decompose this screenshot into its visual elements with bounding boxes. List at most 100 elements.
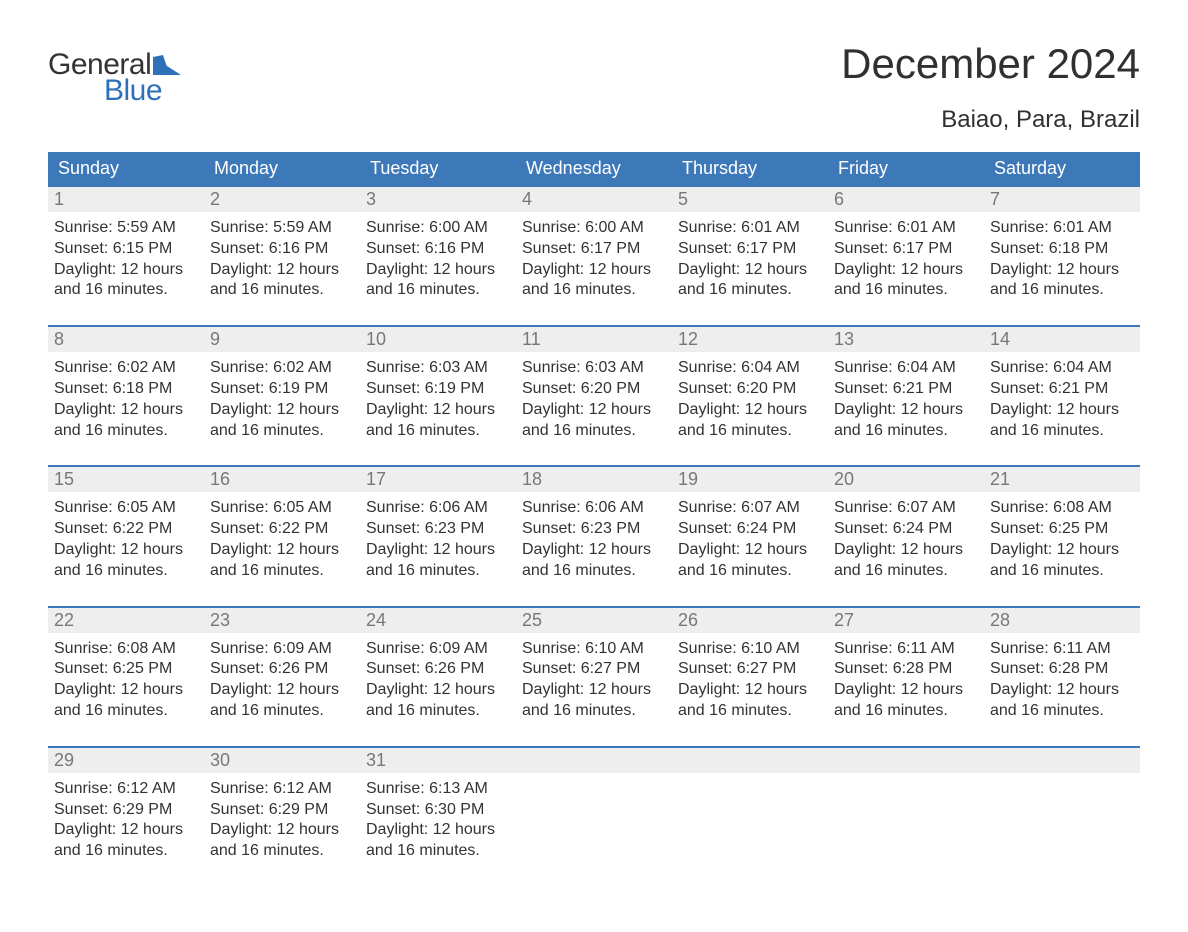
- weeks-container: 1Sunrise: 5:59 AMSunset: 6:15 PMDaylight…: [48, 185, 1140, 872]
- daylight-line: Daylight: 12 hours and 16 minutes.: [678, 400, 820, 442]
- sunrise-line: Sunrise: 5:59 AM: [210, 218, 352, 239]
- day-cell: 30Sunrise: 6:12 AMSunset: 6:29 PMDayligh…: [204, 748, 360, 872]
- daylight-line: Daylight: 12 hours and 16 minutes.: [522, 400, 664, 442]
- day-number: 23: [204, 608, 360, 633]
- day-cell: 26Sunrise: 6:10 AMSunset: 6:27 PMDayligh…: [672, 608, 828, 732]
- day-body: Sunrise: 6:04 AMSunset: 6:21 PMDaylight:…: [828, 352, 984, 451]
- sunrise-line: Sunrise: 6:04 AM: [678, 358, 820, 379]
- weekday-header: Thursday: [672, 152, 828, 185]
- day-cell: 29Sunrise: 6:12 AMSunset: 6:29 PMDayligh…: [48, 748, 204, 872]
- sunset-line: Sunset: 6:21 PM: [834, 379, 976, 400]
- daylight-line: Daylight: 12 hours and 16 minutes.: [54, 820, 196, 862]
- day-cell: 2Sunrise: 5:59 AMSunset: 6:16 PMDaylight…: [204, 187, 360, 311]
- sunset-line: Sunset: 6:17 PM: [678, 239, 820, 260]
- sunrise-line: Sunrise: 6:06 AM: [366, 498, 508, 519]
- sunrise-line: Sunrise: 6:03 AM: [522, 358, 664, 379]
- day-number: 28: [984, 608, 1140, 633]
- sunset-line: Sunset: 6:28 PM: [990, 659, 1132, 680]
- daylight-line: Daylight: 12 hours and 16 minutes.: [366, 540, 508, 582]
- sunrise-line: Sunrise: 6:08 AM: [54, 639, 196, 660]
- day-body: Sunrise: 5:59 AMSunset: 6:15 PMDaylight:…: [48, 212, 204, 311]
- sunset-line: Sunset: 6:30 PM: [366, 800, 508, 821]
- sunset-line: Sunset: 6:16 PM: [366, 239, 508, 260]
- day-cell: 28Sunrise: 6:11 AMSunset: 6:28 PMDayligh…: [984, 608, 1140, 732]
- daylight-line: Daylight: 12 hours and 16 minutes.: [834, 680, 976, 722]
- day-number: 1: [48, 187, 204, 212]
- weekday-header: Monday: [204, 152, 360, 185]
- day-number: 19: [672, 467, 828, 492]
- daylight-line: Daylight: 12 hours and 16 minutes.: [210, 680, 352, 722]
- sunrise-line: Sunrise: 6:10 AM: [522, 639, 664, 660]
- heading: December 2024 Baiao, Para, Brazil: [841, 40, 1140, 134]
- sunrise-line: Sunrise: 6:01 AM: [678, 218, 820, 239]
- day-cell: 15Sunrise: 6:05 AMSunset: 6:22 PMDayligh…: [48, 467, 204, 591]
- daylight-line: Daylight: 12 hours and 16 minutes.: [366, 260, 508, 302]
- day-cell: 11Sunrise: 6:03 AMSunset: 6:20 PMDayligh…: [516, 327, 672, 451]
- day-body: Sunrise: 6:03 AMSunset: 6:19 PMDaylight:…: [360, 352, 516, 451]
- sunrise-line: Sunrise: 6:09 AM: [366, 639, 508, 660]
- day-cell: 5Sunrise: 6:01 AMSunset: 6:17 PMDaylight…: [672, 187, 828, 311]
- sunrise-line: Sunrise: 5:59 AM: [54, 218, 196, 239]
- page-title: December 2024: [841, 40, 1140, 88]
- calendar-page: General Blue December 2024 Baiao, Para, …: [0, 0, 1188, 932]
- day-cell: 19Sunrise: 6:07 AMSunset: 6:24 PMDayligh…: [672, 467, 828, 591]
- sunset-line: Sunset: 6:25 PM: [54, 659, 196, 680]
- day-body: Sunrise: 6:06 AMSunset: 6:23 PMDaylight:…: [360, 492, 516, 591]
- day-number: 3: [360, 187, 516, 212]
- day-body: Sunrise: 6:00 AMSunset: 6:17 PMDaylight:…: [516, 212, 672, 311]
- day-body: Sunrise: 6:04 AMSunset: 6:20 PMDaylight:…: [672, 352, 828, 451]
- day-number: 2: [204, 187, 360, 212]
- sunset-line: Sunset: 6:19 PM: [366, 379, 508, 400]
- day-cell: 23Sunrise: 6:09 AMSunset: 6:26 PMDayligh…: [204, 608, 360, 732]
- day-cell: 24Sunrise: 6:09 AMSunset: 6:26 PMDayligh…: [360, 608, 516, 732]
- day-number: [984, 748, 1140, 773]
- day-number: 25: [516, 608, 672, 633]
- day-number: 7: [984, 187, 1140, 212]
- day-number: 9: [204, 327, 360, 352]
- day-body: Sunrise: 6:01 AMSunset: 6:17 PMDaylight:…: [828, 212, 984, 311]
- day-body: Sunrise: 6:11 AMSunset: 6:28 PMDaylight:…: [828, 633, 984, 732]
- daylight-line: Daylight: 12 hours and 16 minutes.: [54, 260, 196, 302]
- weekday-header-row: SundayMondayTuesdayWednesdayThursdayFrid…: [48, 152, 1140, 185]
- day-cell: 4Sunrise: 6:00 AMSunset: 6:17 PMDaylight…: [516, 187, 672, 311]
- day-cell: [672, 748, 828, 872]
- day-number: 30: [204, 748, 360, 773]
- sunrise-line: Sunrise: 6:01 AM: [990, 218, 1132, 239]
- sunrise-line: Sunrise: 6:03 AM: [366, 358, 508, 379]
- daylight-line: Daylight: 12 hours and 16 minutes.: [210, 540, 352, 582]
- logo: General Blue: [48, 40, 183, 108]
- day-number: [672, 748, 828, 773]
- day-body: Sunrise: 6:08 AMSunset: 6:25 PMDaylight:…: [984, 492, 1140, 591]
- daylight-line: Daylight: 12 hours and 16 minutes.: [834, 540, 976, 582]
- day-cell: 10Sunrise: 6:03 AMSunset: 6:19 PMDayligh…: [360, 327, 516, 451]
- daylight-line: Daylight: 12 hours and 16 minutes.: [522, 540, 664, 582]
- daylight-line: Daylight: 12 hours and 16 minutes.: [366, 820, 508, 862]
- sunrise-line: Sunrise: 6:12 AM: [54, 779, 196, 800]
- day-body: Sunrise: 6:02 AMSunset: 6:18 PMDaylight:…: [48, 352, 204, 451]
- day-number: 27: [828, 608, 984, 633]
- sunrise-line: Sunrise: 6:07 AM: [678, 498, 820, 519]
- sunset-line: Sunset: 6:15 PM: [54, 239, 196, 260]
- sunset-line: Sunset: 6:26 PM: [210, 659, 352, 680]
- day-body: Sunrise: 6:00 AMSunset: 6:16 PMDaylight:…: [360, 212, 516, 311]
- day-body: Sunrise: 6:04 AMSunset: 6:21 PMDaylight:…: [984, 352, 1140, 451]
- daylight-line: Daylight: 12 hours and 16 minutes.: [366, 400, 508, 442]
- day-number: 6: [828, 187, 984, 212]
- day-body: Sunrise: 6:12 AMSunset: 6:29 PMDaylight:…: [204, 773, 360, 872]
- daylight-line: Daylight: 12 hours and 16 minutes.: [210, 260, 352, 302]
- day-number: [828, 748, 984, 773]
- sunset-line: Sunset: 6:23 PM: [522, 519, 664, 540]
- day-cell: 20Sunrise: 6:07 AMSunset: 6:24 PMDayligh…: [828, 467, 984, 591]
- day-body: Sunrise: 6:07 AMSunset: 6:24 PMDaylight:…: [828, 492, 984, 591]
- sunrise-line: Sunrise: 6:02 AM: [54, 358, 196, 379]
- day-body: Sunrise: 6:09 AMSunset: 6:26 PMDaylight:…: [204, 633, 360, 732]
- sunrise-line: Sunrise: 6:10 AM: [678, 639, 820, 660]
- sunrise-line: Sunrise: 6:13 AM: [366, 779, 508, 800]
- day-body: [828, 773, 984, 810]
- day-body: Sunrise: 6:12 AMSunset: 6:29 PMDaylight:…: [48, 773, 204, 872]
- sunset-line: Sunset: 6:28 PM: [834, 659, 976, 680]
- sunset-line: Sunset: 6:24 PM: [834, 519, 976, 540]
- day-number: 29: [48, 748, 204, 773]
- daylight-line: Daylight: 12 hours and 16 minutes.: [990, 400, 1132, 442]
- day-cell: [516, 748, 672, 872]
